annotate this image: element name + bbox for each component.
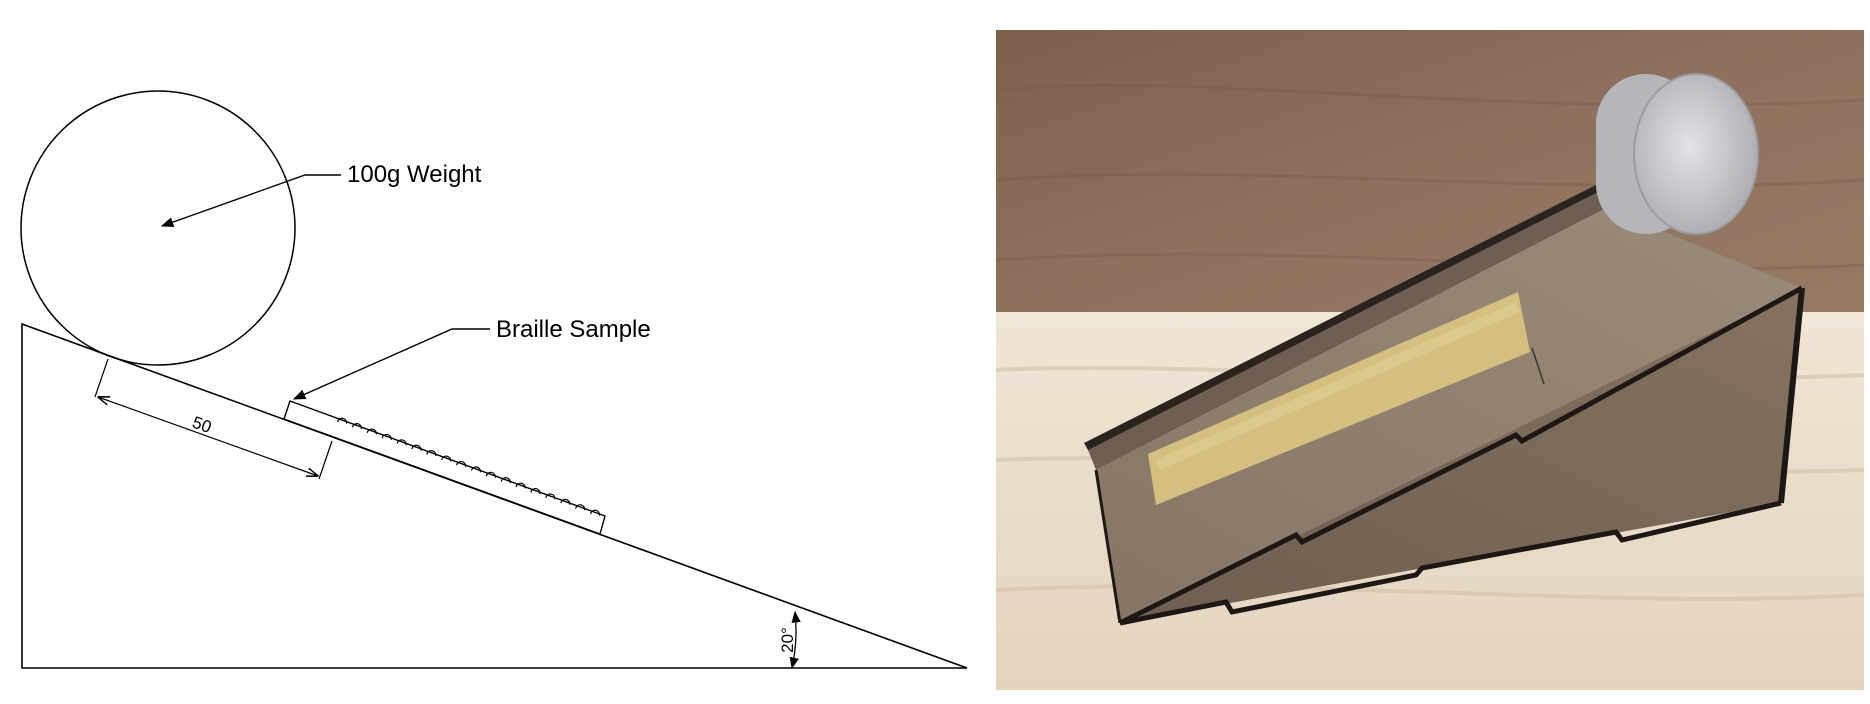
braille-dot xyxy=(396,439,407,446)
dimension-value: 50 xyxy=(190,413,214,437)
weight-cylinder-rim xyxy=(1633,73,1759,235)
braille-dot xyxy=(515,482,526,489)
braille-dot xyxy=(411,444,422,451)
ramp-top-surface xyxy=(1096,208,1802,623)
braille-dot xyxy=(336,417,348,424)
dimension-extension-left xyxy=(94,358,109,398)
angle-label: 20° xyxy=(778,627,797,653)
tape-marker-line xyxy=(1531,347,1545,385)
ramp-back-rail-edge xyxy=(1084,185,1600,450)
braille-sample-block xyxy=(283,400,606,535)
sample-leader-line xyxy=(292,328,490,400)
weight-label: 100g Weight xyxy=(347,161,482,188)
braille-dot xyxy=(381,433,392,440)
braille-dot xyxy=(366,428,377,435)
ramp-back-rail xyxy=(1086,188,1606,470)
braille-dot xyxy=(530,487,541,495)
braille-dot xyxy=(560,498,571,505)
braille-dot xyxy=(500,477,511,484)
braille-dot xyxy=(575,504,586,511)
braille-dot xyxy=(545,493,556,500)
ramp-edge-back xyxy=(1778,287,1805,504)
braille-dot xyxy=(441,455,452,462)
weight-cylinder-face xyxy=(1634,74,1758,234)
braille-dot xyxy=(470,466,482,473)
braille-dot xyxy=(485,471,496,478)
braille-dot xyxy=(426,450,437,457)
ramp-edge-bottom xyxy=(1119,500,1782,626)
braille-dots xyxy=(336,417,601,516)
ramp-edge-front xyxy=(1094,469,1122,624)
weight-circle xyxy=(20,90,296,366)
dimension-extension-right xyxy=(318,440,333,480)
dimension-line xyxy=(98,397,318,476)
braille-tape-highlight xyxy=(1156,302,1520,470)
weight-leader-line xyxy=(160,174,341,227)
braille-dot xyxy=(589,509,601,516)
braille-dot xyxy=(455,460,467,467)
braille-dot xyxy=(351,423,362,430)
ramp-technical-drawing: 100g Weight Braille Sample 50 20° xyxy=(20,90,968,670)
sample-label: Braille Sample xyxy=(496,316,651,343)
angle-arc xyxy=(789,610,801,670)
ramp-edge-slope xyxy=(1118,285,1804,626)
ramp-photo xyxy=(996,30,1864,690)
